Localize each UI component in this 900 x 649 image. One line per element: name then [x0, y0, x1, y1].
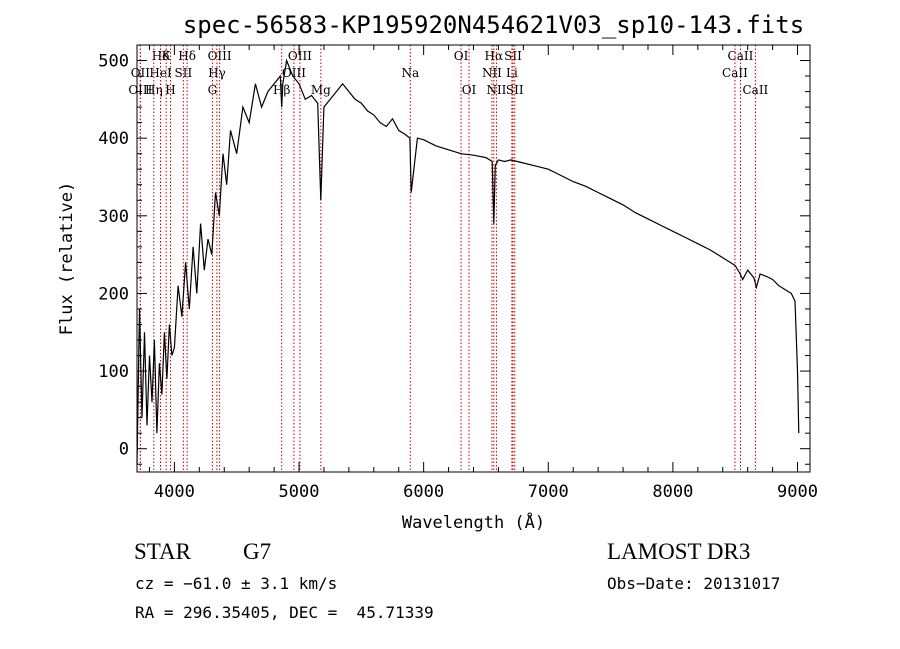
line-label-hα: Hα — [485, 49, 504, 63]
y-tick-label: 400 — [98, 129, 129, 149]
line-label-hδ: Hδ — [178, 49, 196, 63]
object-class: STAR — [134, 539, 191, 564]
x-tick-label: 8000 — [652, 482, 693, 502]
line-label-oiii: OIII — [128, 83, 152, 97]
y-tick-label: 100 — [98, 362, 129, 382]
y-tick-label: 500 — [98, 52, 129, 72]
line-label-k: K — [162, 49, 172, 63]
y-tick-label: 0 — [119, 440, 129, 460]
coordinates-text: RA = 296.35405, DEC = 45.71339 — [135, 603, 434, 622]
line-label-sii: SII — [504, 49, 522, 63]
x-tick-label: 5000 — [279, 482, 320, 502]
line-label-li: Li — [506, 66, 518, 80]
chart-title: spec-56583-KP195920N454621V03_sp10-143.f… — [183, 11, 804, 39]
x-tick-label: 9000 — [777, 482, 818, 502]
object-subclass: G7 — [243, 539, 272, 564]
line-label-h: H — [165, 83, 175, 97]
line-label-hη: Hη — [145, 83, 163, 97]
line-label-mg: Mg — [311, 83, 331, 97]
line-label-caii: CaII — [728, 49, 754, 63]
line-label-na: Na — [401, 66, 419, 80]
line-label-oi: OI — [462, 83, 477, 97]
line-label-nii: NII — [486, 83, 506, 97]
line-label-sii: SII — [506, 83, 524, 97]
y-axis-label: Flux (relative) — [57, 182, 77, 336]
line-label-nii: NII — [482, 66, 502, 80]
plot-frame — [136, 44, 811, 473]
line-label-g: G — [208, 83, 218, 97]
y-tick-label: 200 — [98, 284, 129, 304]
line-label-sii: SII — [175, 66, 193, 80]
x-tick-label: 6000 — [403, 482, 444, 502]
x-tick-label: 7000 — [528, 482, 569, 502]
line-label-oiii: OIII — [288, 49, 312, 63]
line-label-oi: OI — [454, 49, 469, 63]
redshift-text: cz = −61.0 ± 3.1 km/s — [135, 574, 338, 593]
line-label-hei: HeI — [149, 66, 172, 80]
x-axis-label: Wavelength (Å) — [402, 511, 545, 533]
line-label-hγ: Hγ — [208, 66, 226, 80]
y-tick-label: 300 — [98, 207, 129, 227]
line-label-oiii: OIII — [208, 49, 232, 63]
line-label-hβ: Hβ — [273, 83, 290, 97]
spectrum-line — [136, 58, 800, 465]
line-label-caii: CaII — [722, 66, 748, 80]
line-label-oiii: OIII — [282, 66, 306, 80]
survey-label: LAMOST DR3 — [607, 539, 751, 564]
line-label-caii: CaII — [742, 83, 768, 97]
x-tick-label: 4000 — [154, 482, 195, 502]
obs-date-text: Obs−Date: 20131017 — [607, 574, 781, 593]
